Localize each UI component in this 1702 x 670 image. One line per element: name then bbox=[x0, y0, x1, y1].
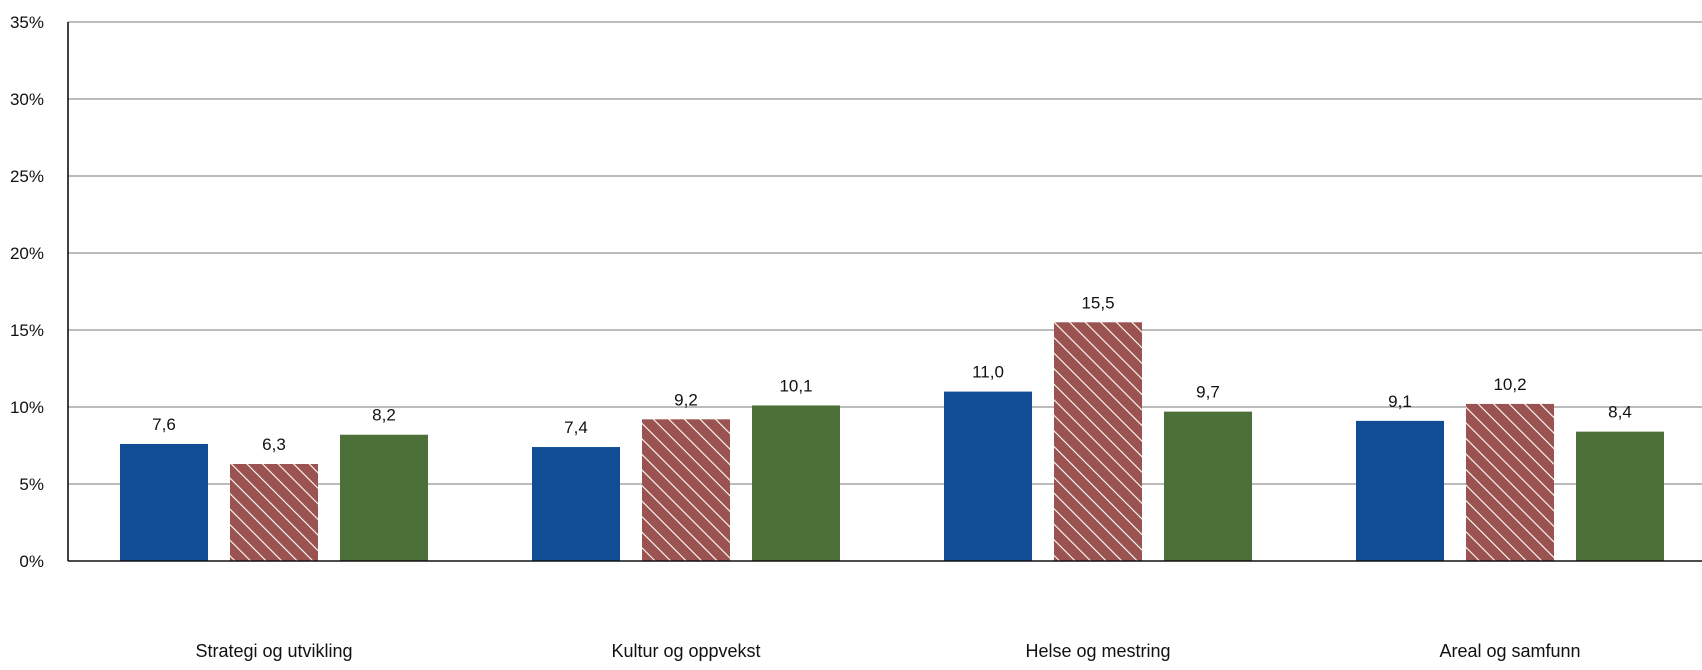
y-tick-label: 15% bbox=[10, 321, 44, 340]
bar bbox=[1466, 403, 1554, 561]
data-label: 10,1 bbox=[779, 376, 812, 395]
y-tick-label: 20% bbox=[10, 244, 44, 263]
data-label: 10,2 bbox=[1493, 375, 1526, 394]
bar bbox=[230, 463, 318, 561]
data-label: 9,7 bbox=[1196, 383, 1220, 402]
data-label: 8,2 bbox=[372, 406, 396, 425]
axes: 0% 5% 10% 15% 20% 25% 30% 35% Strategi og utvikl… bbox=[10, 13, 1702, 661]
data-label: 11,0 bbox=[972, 363, 1004, 382]
data-label: 7,6 bbox=[152, 415, 176, 434]
category-label: Areal og samfunn bbox=[1439, 641, 1580, 661]
bar bbox=[120, 443, 208, 561]
y-tick-label: 25% bbox=[10, 167, 44, 186]
bar bbox=[944, 391, 1032, 561]
y-tick-label: 5% bbox=[19, 475, 44, 494]
y-tick-label: 0% bbox=[19, 552, 44, 571]
bar bbox=[340, 434, 428, 561]
data-label: 9,2 bbox=[674, 390, 698, 409]
data-label: 15,5 bbox=[1081, 293, 1114, 312]
data-label: 8,4 bbox=[1608, 403, 1632, 422]
y-tick-label: 30% bbox=[10, 90, 44, 109]
category-label: Strategi og utvikling bbox=[195, 641, 352, 661]
bar bbox=[1164, 411, 1252, 561]
data-label: 6,3 bbox=[262, 435, 286, 454]
bar bbox=[1576, 431, 1664, 561]
bar bbox=[1356, 420, 1444, 561]
gridlines bbox=[68, 21, 1702, 485]
data-label: 9,1 bbox=[1388, 392, 1412, 411]
y-tick-label: 10% bbox=[10, 398, 44, 417]
data-labels: 7,6 6,3 8,2 7,4 9,2 10,1 11,0 15,5 9,7 9,1 10,2 8,4 bbox=[152, 293, 1632, 454]
bars bbox=[120, 322, 1664, 561]
bar bbox=[642, 419, 730, 561]
y-tick-label: 35% bbox=[10, 13, 44, 32]
bar bbox=[1054, 322, 1142, 561]
category-label: Kultur og oppvekst bbox=[611, 641, 760, 661]
bar bbox=[752, 405, 840, 561]
bar bbox=[532, 447, 620, 561]
data-label: 7,4 bbox=[564, 418, 588, 437]
category-label: Helse og mestring bbox=[1025, 641, 1170, 661]
